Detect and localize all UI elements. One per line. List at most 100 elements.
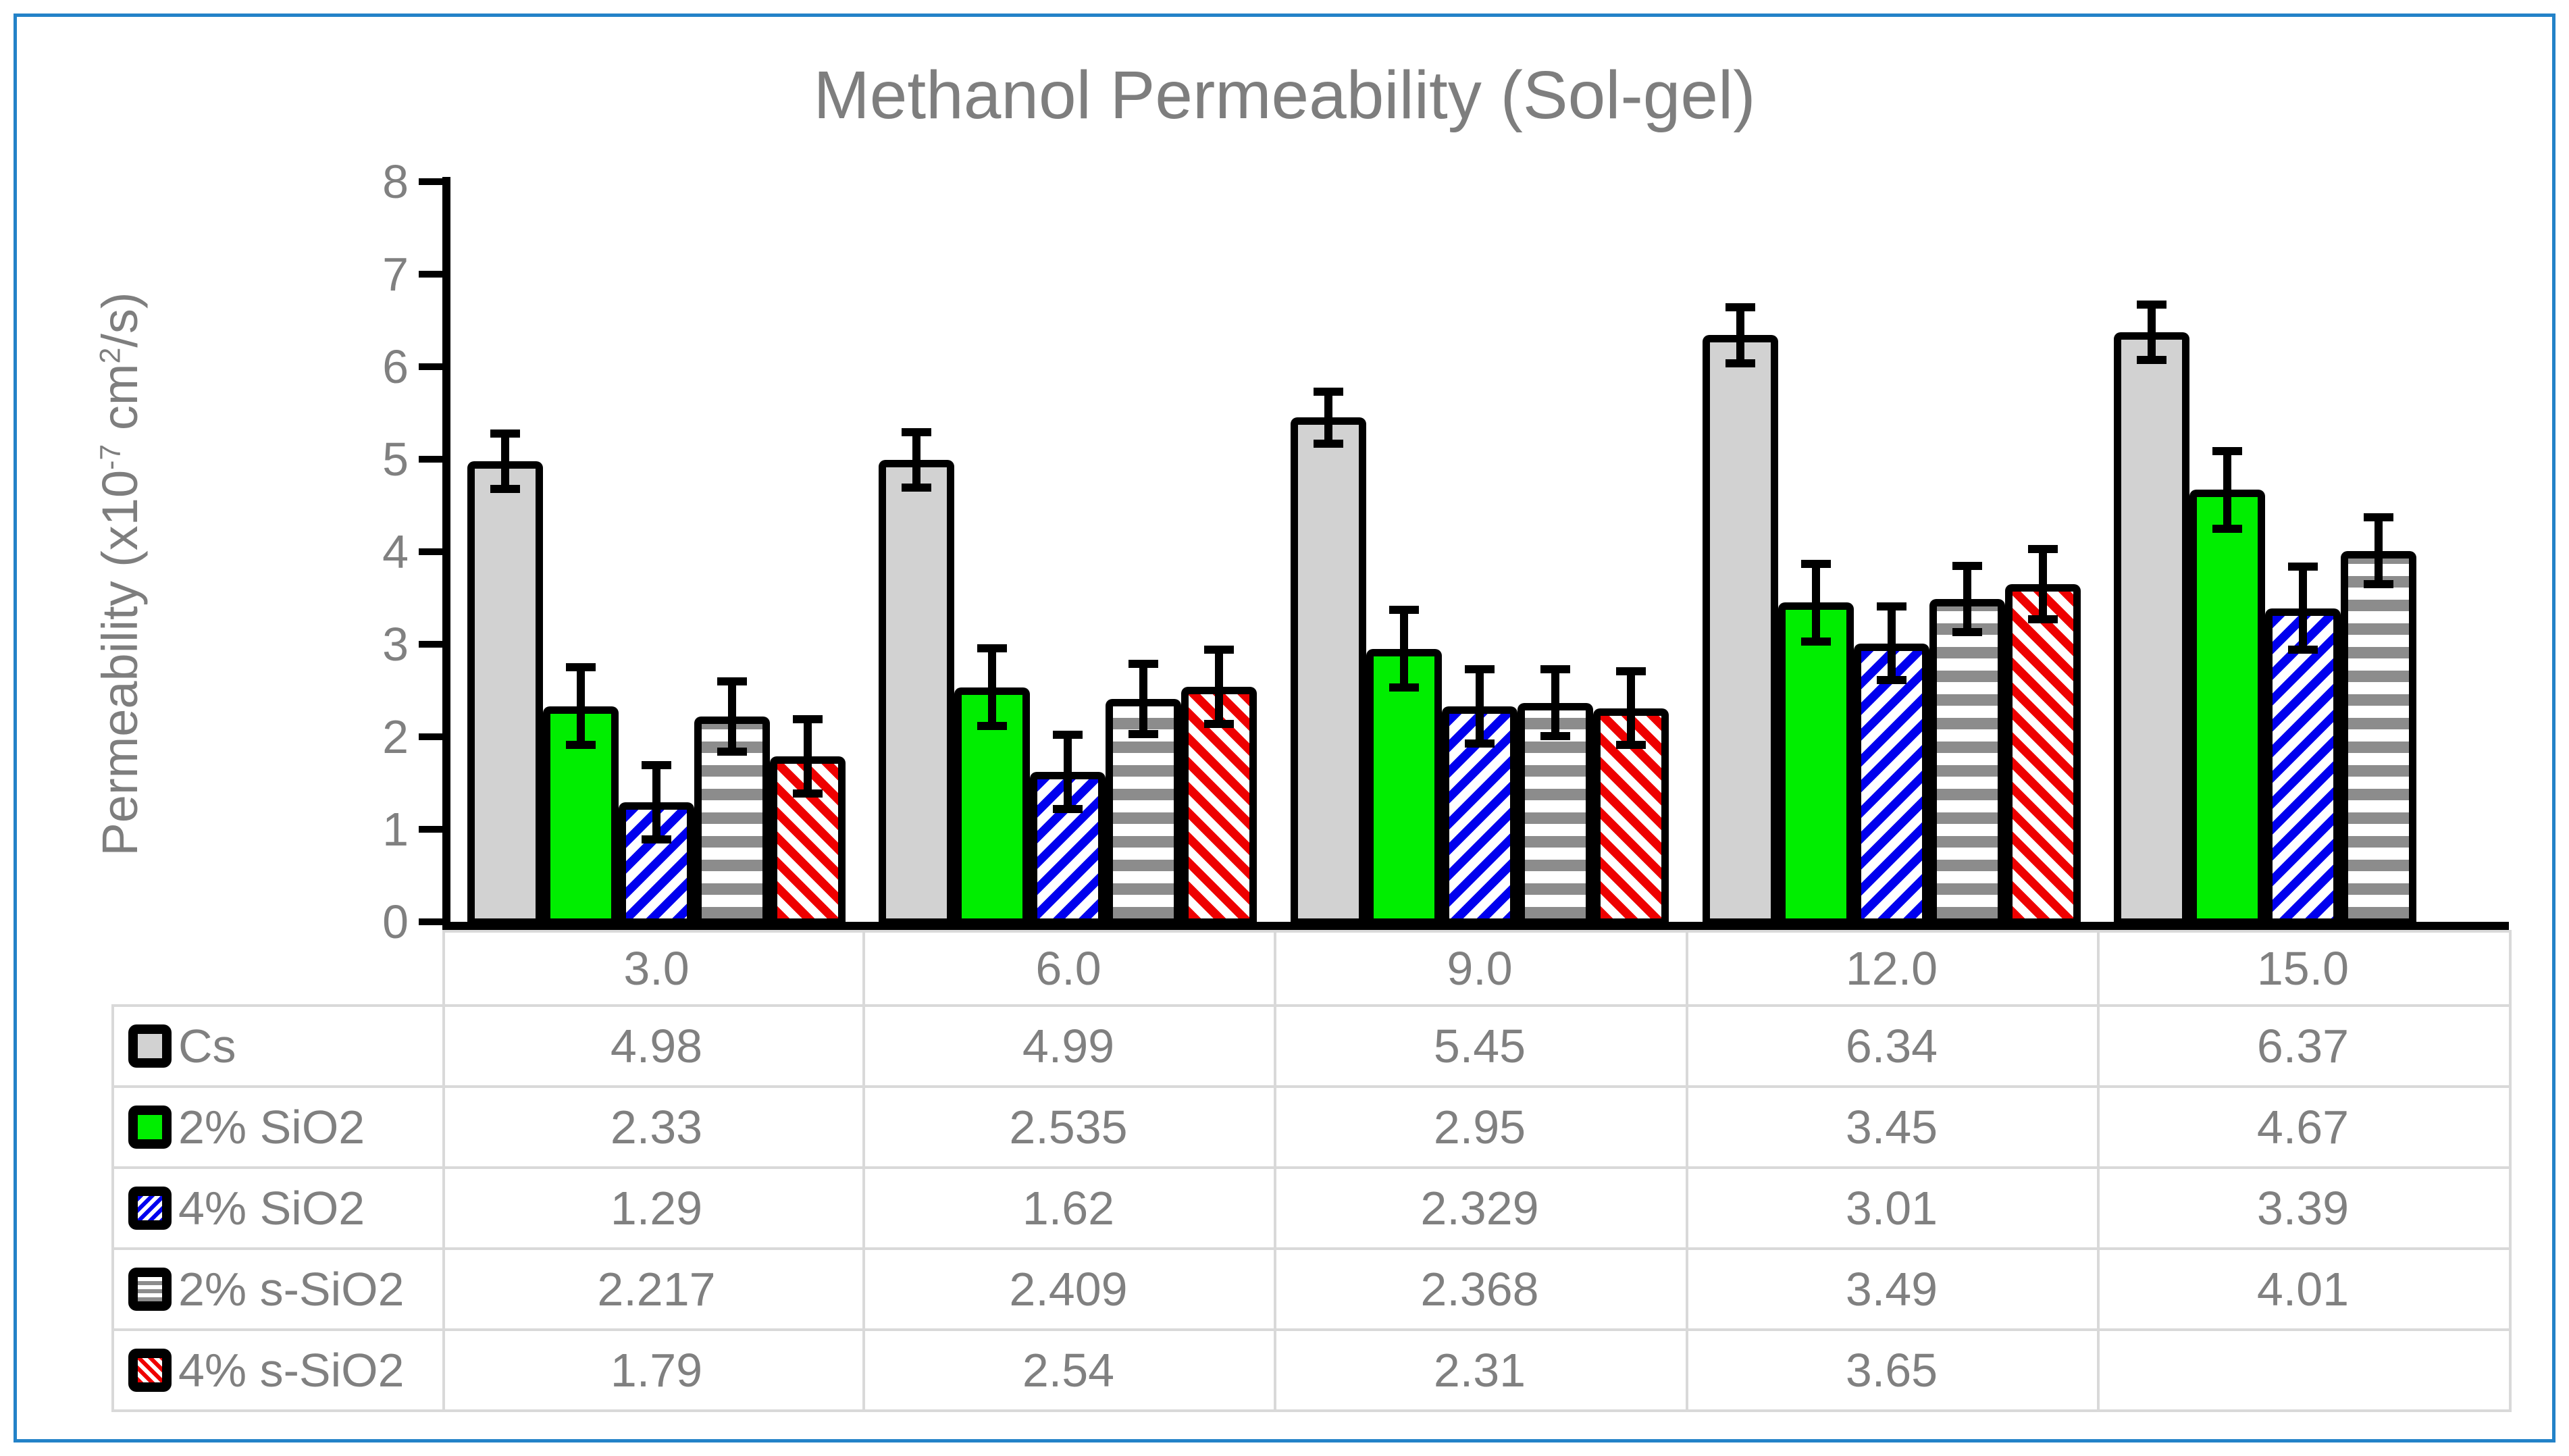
- bar-Cs-3.0: [467, 461, 543, 926]
- table-value-cell: 2.217: [597, 1263, 716, 1316]
- bar-4-SiO2-15.0: [2265, 608, 2341, 926]
- table-value-cell: 1.29: [610, 1182, 703, 1234]
- category-label: 3.0: [623, 942, 690, 995]
- error-bar-stem: [728, 681, 736, 752]
- error-bar-stem: [2299, 567, 2307, 650]
- y-axis-tick-label: 2: [382, 710, 409, 763]
- error-bar-cap-bottom: [490, 485, 520, 493]
- error-bar-cap-top: [2288, 563, 2318, 571]
- error-bar-cap-top: [902, 428, 931, 436]
- error-bar-cap-bottom: [2028, 615, 2058, 623]
- y-axis-title: Permeability (x10-7 cm2/s): [91, 169, 159, 979]
- error-bar-cap-top: [1465, 665, 1495, 673]
- y-axis-tick: [419, 548, 442, 555]
- bar-Cs-12.0: [1703, 335, 1778, 926]
- error-bar-cap-top: [2137, 301, 2166, 309]
- table-value-cell: 3.45: [1845, 1101, 1938, 1153]
- category-label: 6.0: [1035, 942, 1101, 995]
- error-bar-cap-bottom: [1725, 359, 1755, 367]
- table-value-cell: 4.01: [2256, 1263, 2350, 1316]
- y-axis-title-end: /s): [92, 292, 148, 348]
- y-axis-tick-label: 6: [382, 340, 409, 393]
- y-axis-tick: [419, 733, 442, 740]
- error-bar-cap-top: [2028, 545, 2058, 553]
- error-bar-cap-bottom: [566, 741, 596, 749]
- table-row-border: [111, 1247, 2509, 1250]
- table-row-border: [111, 1328, 2509, 1331]
- error-bar-stem: [1476, 669, 1484, 744]
- error-bar-cap-top: [717, 677, 747, 685]
- table-top-border: [442, 930, 2509, 933]
- legend-key-icon: [128, 1024, 172, 1068]
- table-value-cell: 2.409: [1009, 1263, 1128, 1316]
- error-bar-cap-bottom: [2137, 356, 2166, 364]
- error-bar-cap-bottom: [1877, 676, 1906, 684]
- table-value-cell: 2.31: [1433, 1344, 1526, 1397]
- y-axis-tick: [419, 178, 442, 185]
- table-value-cell: 4.67: [2256, 1101, 2350, 1153]
- error-bar-stem: [804, 719, 812, 794]
- legend-key-icon: [128, 1106, 172, 1149]
- error-bar-cap-top: [566, 663, 596, 671]
- table-col-border: [862, 930, 865, 1412]
- bar-4-SiO2-12.0: [1854, 644, 1929, 926]
- table-value-cell: 2.95: [1433, 1101, 1526, 1153]
- error-bar-cap-bottom: [1540, 732, 1570, 740]
- table-value-cell: 3.01: [1845, 1182, 1938, 1234]
- error-bar-cap-top: [1877, 602, 1906, 610]
- legend-item-2-SiO2: 2% SiO2: [128, 1088, 442, 1166]
- error-bar-cap-top: [642, 761, 671, 769]
- table-row-border: [111, 1409, 2509, 1412]
- table-value-cell: [2097, 1331, 2509, 1409]
- y-axis-tick-label: 8: [382, 155, 409, 208]
- error-bar-stem: [1812, 564, 1820, 642]
- y-axis-title-sup-exp: -7: [94, 444, 127, 470]
- error-bar-cap-top: [1725, 303, 1755, 311]
- table-value-cell: 2.535: [1009, 1101, 1128, 1153]
- legend-label: Cs: [178, 1020, 236, 1072]
- legend-item-Cs: Cs: [128, 1007, 442, 1085]
- error-bar-cap-bottom: [1204, 720, 1234, 728]
- error-bar-cap-bottom: [1801, 638, 1831, 646]
- error-bar-stem: [912, 432, 920, 488]
- error-bar-cap-top: [1053, 731, 1083, 739]
- bar-Cs-9.0: [1291, 417, 1366, 926]
- error-bar-stem: [1736, 307, 1744, 363]
- bar-2-s-SiO2-12.0: [1929, 599, 2005, 926]
- y-axis-tick: [419, 641, 442, 648]
- error-bar-cap-bottom: [1053, 805, 1083, 813]
- table-value-cell: 2.54: [1022, 1344, 1115, 1397]
- table-value-cell: 2.368: [1420, 1263, 1539, 1316]
- error-bar-cap-bottom: [642, 835, 671, 843]
- y-axis-line: [442, 177, 450, 930]
- error-bar-cap-top: [2364, 513, 2393, 521]
- error-bar-cap-top: [1128, 660, 1158, 668]
- error-bar-cap-bottom: [1389, 683, 1419, 692]
- table-col-border: [2509, 930, 2512, 1412]
- table-value-cell: 4.98: [610, 1020, 703, 1072]
- table-value-cell: 1.62: [1022, 1182, 1115, 1234]
- table-row-border: [111, 1004, 2509, 1007]
- error-bar-stem: [1215, 650, 1223, 724]
- table-value-cell: 3.39: [2256, 1182, 2350, 1234]
- error-bar-stem: [1064, 735, 1072, 809]
- bar-Cs-6.0: [879, 460, 954, 926]
- category-label: 9.0: [1447, 942, 1513, 995]
- error-bar-cap-bottom: [2212, 525, 2242, 533]
- table-value-cell: 6.37: [2256, 1020, 2350, 1072]
- error-bar-cap-bottom: [2288, 646, 2318, 654]
- error-bar-cap-top: [1801, 560, 1831, 568]
- error-bar-stem: [652, 765, 660, 839]
- y-axis-tick-label: 5: [382, 433, 409, 486]
- error-bar-cap-bottom: [977, 722, 1007, 730]
- bar-Cs-15.0: [2114, 332, 2189, 926]
- error-bar-cap-top: [793, 715, 823, 723]
- error-bar-stem: [2039, 549, 2047, 619]
- error-bar-stem: [2148, 305, 2156, 360]
- legend-item-2-s-SiO2: 2% s-SiO2: [128, 1250, 442, 1328]
- y-axis-title-sup-sq: 2: [94, 347, 127, 364]
- legend-label: 2% SiO2: [178, 1101, 365, 1153]
- y-axis-tick-label: 7: [382, 248, 409, 301]
- table-value-cell: 2.33: [610, 1101, 703, 1153]
